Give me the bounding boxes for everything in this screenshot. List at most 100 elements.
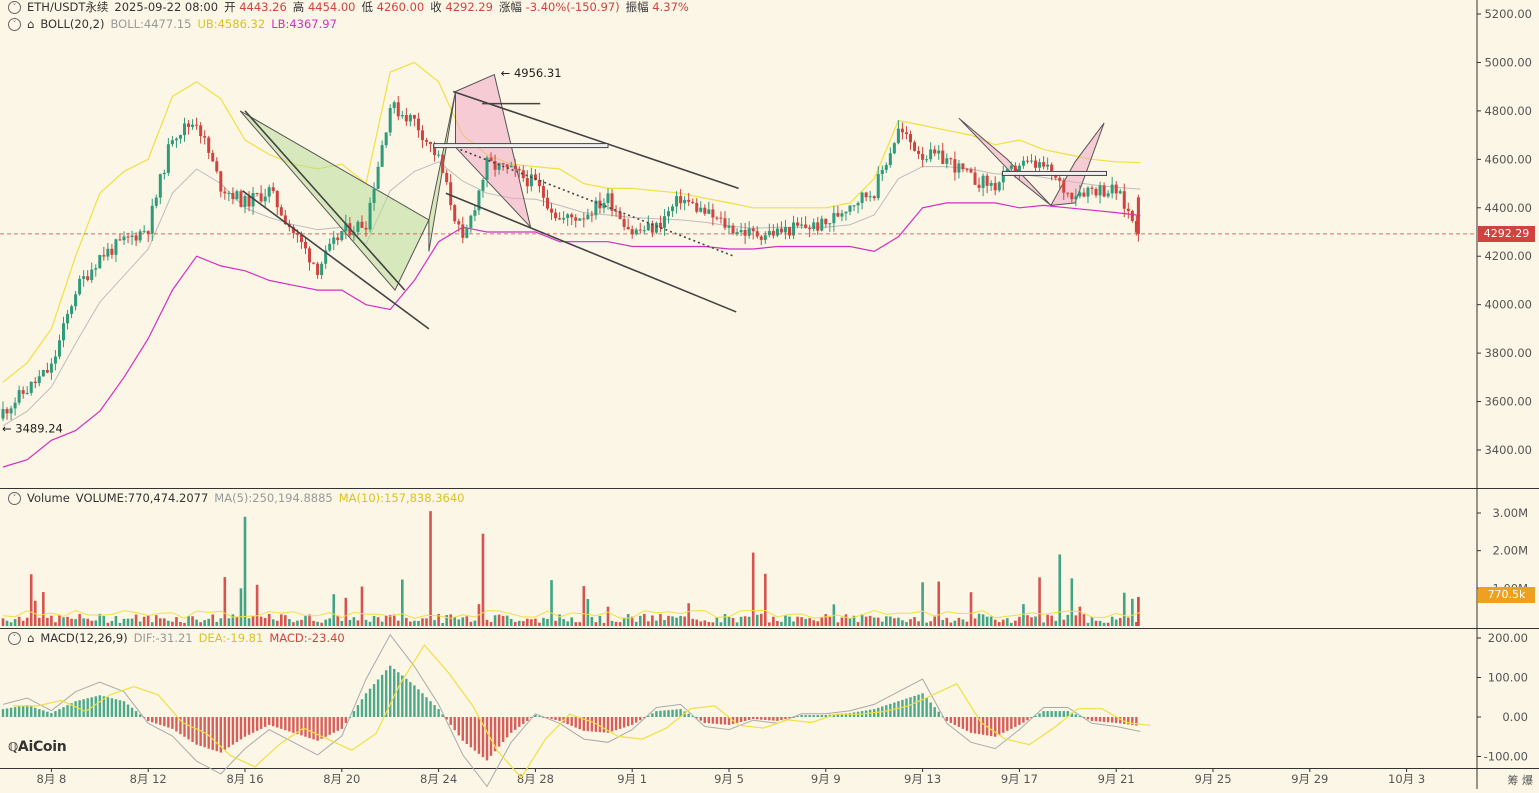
candle-body xyxy=(566,214,570,218)
volume-bar xyxy=(554,620,557,626)
macd-hist-bar xyxy=(1078,716,1082,718)
volume-bar xyxy=(578,622,582,626)
volume-bar xyxy=(106,622,110,626)
candle-body xyxy=(1098,185,1102,196)
volume-bar xyxy=(1018,616,1021,626)
volume-bar xyxy=(687,603,690,626)
volume-bar xyxy=(671,616,674,626)
volume-bar xyxy=(191,616,194,626)
macd-hist-bar xyxy=(401,675,404,717)
volume-bar xyxy=(828,616,832,626)
macd-hist-bar xyxy=(239,717,243,740)
macd-hist-bar xyxy=(695,717,698,719)
boll-label[interactable]: BOLL(20,2) xyxy=(40,17,105,31)
high-value: 4454.00 xyxy=(307,0,356,14)
macd-hist-bar xyxy=(473,717,477,751)
macd-hist-bar xyxy=(614,717,618,731)
volume-bar xyxy=(489,622,493,626)
candle-body xyxy=(929,149,933,160)
symbol-label[interactable]: ETH/USDT永续 xyxy=(27,0,109,14)
candle-body xyxy=(1046,164,1050,167)
candle-body xyxy=(33,381,37,384)
candle-body xyxy=(90,269,94,280)
candle-body xyxy=(699,207,703,212)
candle-body xyxy=(541,186,545,198)
macd-hist-bar xyxy=(905,698,908,717)
macd-hist-bar xyxy=(207,717,210,749)
volume-bar xyxy=(203,620,206,626)
volume-bar xyxy=(751,552,755,626)
lock-icon[interactable]: ⌂ xyxy=(27,17,35,31)
volume-bar xyxy=(868,615,872,626)
volume-bar xyxy=(889,616,892,626)
macd-hist-bar xyxy=(171,717,174,729)
candle-body xyxy=(856,202,860,206)
volume-bar xyxy=(396,620,400,626)
macd-hist-bar xyxy=(933,707,936,717)
macd-hist-bar xyxy=(223,717,227,750)
volume-bar xyxy=(280,614,283,626)
candle-body xyxy=(485,157,489,180)
collapse-icon[interactable]: ˅ xyxy=(8,17,21,31)
volume-bar xyxy=(247,618,251,626)
volume-ma10: MA(10):157,838.3640 xyxy=(338,491,465,505)
corner-icons[interactable]: 筹 爆 xyxy=(1507,774,1534,787)
macd-hist-bar xyxy=(780,717,783,720)
macd-hist-bar xyxy=(46,711,49,717)
volume-bar xyxy=(1127,617,1130,626)
macd-hist-bar xyxy=(17,706,21,717)
collapse-icon[interactable]: ˅ xyxy=(8,491,21,505)
macd-hist-bar xyxy=(1,709,5,717)
volume-bar xyxy=(1086,622,1090,626)
macd-hist-bar xyxy=(316,717,319,741)
volume-bar xyxy=(271,619,275,626)
candle-body xyxy=(650,223,654,233)
macd-hist-bar xyxy=(94,696,97,717)
candle-body xyxy=(574,217,578,221)
volume-bar xyxy=(154,615,158,626)
candle-body xyxy=(828,223,832,225)
candle-body xyxy=(9,408,13,414)
candle-body xyxy=(223,191,227,194)
volume-bar xyxy=(739,616,743,626)
collapse-icon[interactable]: ˅ xyxy=(8,0,21,14)
macd-hist-bar xyxy=(34,707,37,717)
macd-hist-bar xyxy=(663,710,666,717)
candle-body xyxy=(1130,210,1134,221)
macd-label[interactable]: MACD(12,26,9) xyxy=(40,631,128,645)
candle-body xyxy=(74,294,78,307)
volume-bar xyxy=(441,622,444,626)
macd-hist-bar xyxy=(534,715,537,717)
lock-icon[interactable]: ⌂ xyxy=(27,631,35,645)
macd-hist-bar xyxy=(739,717,743,722)
volume-bar xyxy=(727,617,731,626)
candle-body xyxy=(675,196,679,207)
candle-body xyxy=(271,187,275,191)
candle-body xyxy=(723,218,727,228)
collapse-icon[interactable]: ˅ xyxy=(8,631,21,645)
candle-body xyxy=(743,230,747,236)
volume-label[interactable]: Volume xyxy=(27,491,70,505)
volume-bar xyxy=(772,616,775,626)
volume-bar xyxy=(405,617,408,626)
volume-bar xyxy=(275,620,279,626)
candle-body xyxy=(1078,192,1082,197)
macd-hist-bar xyxy=(255,717,259,731)
candle-body xyxy=(812,222,816,230)
candle-body xyxy=(562,217,566,220)
volume-bar xyxy=(735,622,739,626)
volume-bar xyxy=(1118,617,1122,626)
macd-hist-bar xyxy=(320,717,323,739)
candle-body xyxy=(130,235,134,238)
macd-hist-bar xyxy=(501,717,505,743)
x-tick-label: 9月 29 xyxy=(1291,772,1328,786)
candle-body xyxy=(796,222,800,226)
candle-body xyxy=(638,229,642,231)
candle-body xyxy=(747,228,751,236)
macd-hist-bar xyxy=(276,717,279,728)
volume-bar xyxy=(844,614,848,626)
volume-bar xyxy=(679,615,682,626)
macd-hist-bar xyxy=(917,694,920,717)
